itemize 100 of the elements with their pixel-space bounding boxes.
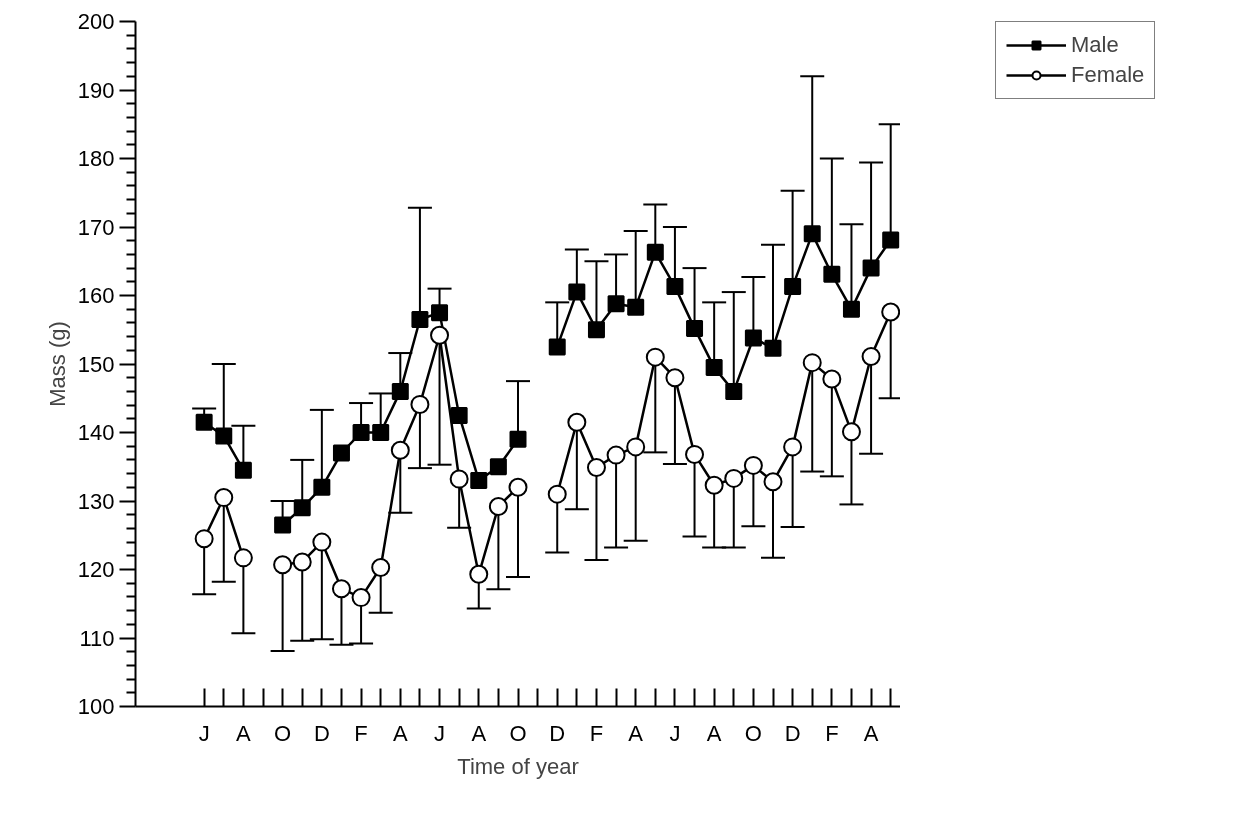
- point: [548, 338, 566, 356]
- y-tick-label: 180: [77, 146, 115, 171]
- point: [568, 283, 586, 301]
- point: [842, 300, 860, 318]
- x-axis-title: Time of year: [457, 753, 579, 779]
- point: [470, 471, 488, 489]
- point: [489, 458, 507, 476]
- point: [567, 412, 587, 432]
- point: [607, 295, 625, 313]
- point: [293, 499, 311, 517]
- x-tick-label: A: [628, 720, 644, 746]
- point: [783, 437, 803, 457]
- y-tick-label: 100: [77, 694, 115, 719]
- point: [234, 461, 252, 479]
- point: [411, 310, 429, 328]
- point: [705, 358, 723, 376]
- point: [508, 477, 528, 497]
- point: [292, 552, 312, 572]
- point: [763, 472, 783, 492]
- x-tick-label: A: [471, 720, 487, 746]
- point: [331, 579, 351, 599]
- y-tick-label: 110: [79, 625, 115, 651]
- point: [233, 548, 253, 568]
- point: [743, 455, 763, 475]
- x-tick-label: A: [392, 720, 408, 746]
- point: [784, 278, 802, 296]
- point: [372, 424, 390, 441]
- point: [352, 424, 370, 441]
- x-tick-label: F: [354, 720, 368, 746]
- point: [861, 346, 881, 366]
- x-tick-label: D: [784, 720, 801, 746]
- point: [724, 468, 744, 488]
- point: [627, 298, 645, 316]
- point: [803, 225, 821, 243]
- y-tick-label: 130: [77, 488, 115, 514]
- point: [802, 353, 822, 373]
- x-tick-label: O: [274, 720, 292, 746]
- point: [841, 422, 861, 442]
- point: [371, 557, 391, 577]
- y-tick-label: 120: [77, 557, 115, 582]
- point: [214, 488, 234, 508]
- point: [450, 406, 468, 424]
- point: [862, 259, 880, 277]
- x-tick-label: J: [669, 720, 681, 746]
- point: [274, 516, 292, 534]
- point: [646, 243, 664, 261]
- y-tick-label: 160: [77, 283, 115, 308]
- x-tick-label: A: [863, 720, 879, 746]
- point: [606, 445, 626, 465]
- x-tick-label: J: [434, 720, 446, 746]
- point: [431, 304, 449, 322]
- x-tick-label: F: [825, 720, 839, 746]
- point: [586, 457, 606, 477]
- point: [332, 444, 350, 462]
- point: [273, 555, 293, 575]
- point: [469, 564, 489, 584]
- point: [509, 430, 527, 448]
- x-tick-label: A: [706, 720, 722, 746]
- y-tick-label: 140: [77, 420, 115, 445]
- y-tick-label: 200: [77, 9, 115, 34]
- point: [391, 382, 409, 400]
- y-tick-label: 150: [77, 351, 115, 377]
- point: [665, 368, 685, 388]
- point: [215, 427, 233, 445]
- point: [744, 329, 762, 347]
- point: [685, 444, 705, 464]
- point: [195, 413, 213, 431]
- x-tick-label: D: [549, 720, 566, 746]
- x-tick-label: F: [589, 720, 604, 746]
- point: [587, 321, 605, 339]
- point: [823, 265, 841, 283]
- point: [351, 588, 371, 608]
- x-tick-label: O: [509, 720, 527, 746]
- legend-label: Male: [1071, 32, 1119, 58]
- point: [881, 302, 900, 322]
- point: [313, 478, 331, 496]
- point: [312, 532, 332, 552]
- y-tick-label: 190: [77, 77, 115, 103]
- point: [686, 319, 704, 337]
- point: [822, 369, 842, 389]
- point: [488, 497, 508, 516]
- point: [410, 394, 430, 414]
- x-tick-label: A: [236, 720, 252, 746]
- point: [430, 325, 450, 345]
- point: [645, 347, 665, 367]
- point: [725, 382, 743, 400]
- legend-label: Female: [1071, 62, 1145, 88]
- point: [666, 278, 684, 296]
- y-axis-title: Mass (g): [44, 321, 70, 407]
- point: [390, 440, 410, 460]
- point: [449, 469, 469, 489]
- x-tick-label: O: [744, 720, 762, 746]
- x-tick-label: D: [313, 720, 330, 746]
- x-tick-label: J: [198, 720, 210, 746]
- y-tick-label: 170: [77, 214, 115, 240]
- point: [194, 529, 214, 549]
- point: [626, 437, 646, 457]
- point: [882, 231, 900, 249]
- point: [547, 484, 567, 504]
- point: [764, 339, 782, 357]
